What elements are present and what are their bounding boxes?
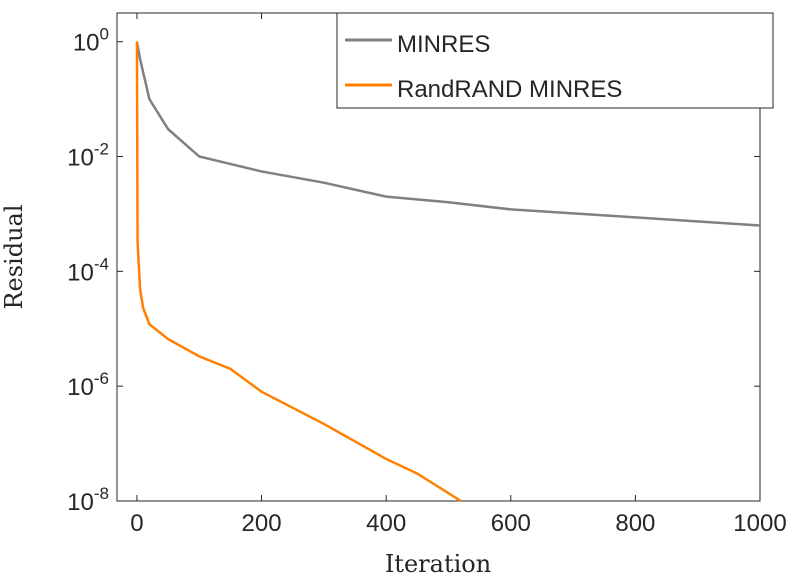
x-tick-label: 600: [491, 510, 531, 537]
tick-exponent: -4: [94, 254, 109, 273]
tick-base: 10: [73, 30, 100, 57]
y-tick-label: 100: [73, 25, 109, 57]
tick-base: 10: [67, 374, 94, 401]
series-line: [135, 41, 761, 227]
tick-exponent: 0: [100, 25, 109, 44]
tick-base: 10: [67, 489, 94, 516]
y-tick-label: 10-4: [67, 254, 109, 286]
tick-base: 10: [67, 259, 94, 286]
series-line: [135, 41, 462, 503]
x-tick-label: 400: [366, 510, 406, 537]
tick-exponent: -2: [94, 140, 109, 159]
y-axis-label: Residual: [0, 204, 28, 309]
legend-label: RandRAND MINRES: [397, 76, 622, 103]
tick-exponent: -8: [94, 484, 109, 503]
y-tick-label: 10-2: [67, 140, 109, 172]
x-axis-label: Iteration: [385, 550, 491, 577]
tick-base: 10: [67, 145, 94, 172]
legend-box: [336, 12, 774, 109]
x-tick-label: 800: [615, 510, 655, 537]
x-tick-label: 0: [130, 510, 143, 537]
y-tick-label: 10-6: [67, 369, 109, 401]
legend-label: MINRES: [397, 31, 490, 58]
x-tick-label: 1000: [733, 510, 786, 537]
y-tick-label: 10-8: [67, 484, 109, 516]
x-tick-label: 200: [242, 510, 282, 537]
tick-exponent: -6: [94, 369, 109, 388]
